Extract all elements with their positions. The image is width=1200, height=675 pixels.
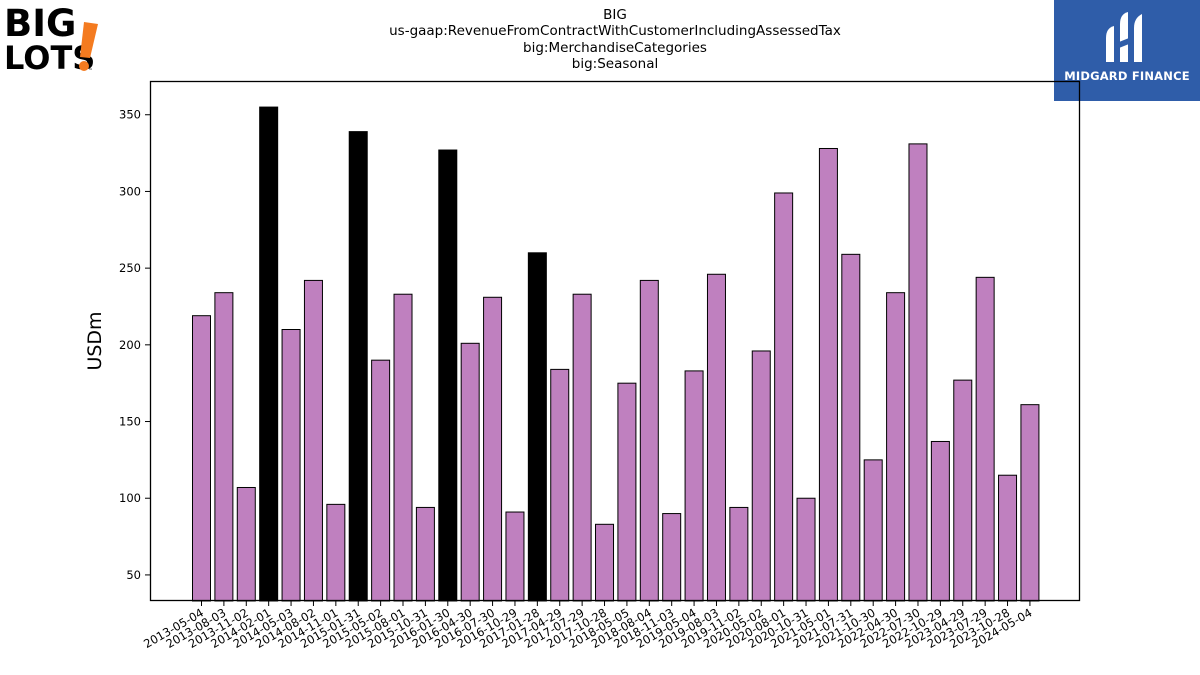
bar-2015-05-02 <box>371 359 391 602</box>
bar-2022-10-29 <box>930 440 950 602</box>
chart-title-member: big:Seasonal <box>571 55 659 72</box>
svg-text:LOTS: LOTS <box>4 39 95 77</box>
y-axis: 50 100 150 200 250 300 350 <box>119 108 150 582</box>
bar-2016-01-30 <box>438 149 458 602</box>
bar-2018-11-03 <box>662 513 682 602</box>
bar-2018-05-05 <box>617 382 637 602</box>
y-tick-label: 200 <box>119 338 141 352</box>
bar-2021-10-30 <box>863 459 883 602</box>
bar-2022-07-30 <box>908 143 928 602</box>
bar-2021-05-01 <box>818 147 838 602</box>
y-tick-label: 150 <box>119 415 141 429</box>
bar-2022-04-30 <box>886 292 906 602</box>
plot-frame <box>149 80 1081 602</box>
bar-2017-01-28 <box>527 252 547 602</box>
bar-2015-08-01 <box>393 293 413 602</box>
bar-2023-07-29 <box>975 276 995 602</box>
midgard-finance-logo: MIDGARD FINANCE <box>1054 0 1200 101</box>
big-lots-logo: BIG LOTS ™ <box>4 2 98 77</box>
bar-2019-08-03 <box>706 273 726 602</box>
y-tick-label: 50 <box>126 568 141 582</box>
bar-2013-05-04 <box>192 315 211 602</box>
svg-text:BIG: BIG <box>4 2 76 45</box>
bar-2015-01-31 <box>348 131 368 602</box>
chart-title-concept: us-gaap:RevenueFromContractWithCustomerI… <box>389 23 841 40</box>
svg-text:™: ™ <box>88 68 93 74</box>
chart-title-axis: big:MerchandiseCategories <box>523 39 707 56</box>
bar-2019-11-02 <box>729 506 749 602</box>
chart-title-ticker: BIG <box>603 7 627 23</box>
midgard-finance-wordmark: MIDGARD FINANCE <box>1064 69 1190 83</box>
midgard-emblem-icon <box>1106 12 1142 62</box>
y-tick-label: 250 <box>119 261 141 275</box>
bar-2017-10-28 <box>595 523 615 602</box>
bar-2019-05-04 <box>684 370 704 602</box>
bar-2014-08-02 <box>303 279 323 602</box>
y-tick-label: 300 <box>119 184 141 198</box>
x-axis: 2013-05-042013-08-032013-11-022014-02-01… <box>141 601 1034 651</box>
bar-2013-11-02 <box>236 486 256 602</box>
bar-2016-04-30 <box>460 342 480 602</box>
chart-titles: BIG us-gaap:RevenueFromContractWithCusto… <box>150 7 1080 72</box>
bar-2014-02-01 <box>259 106 279 602</box>
y-axis-title: USDm <box>84 311 106 370</box>
bar-2023-04-29 <box>953 379 973 602</box>
bar-2020-10-31 <box>796 497 816 602</box>
bars-layer <box>192 106 1040 602</box>
y-tick-label: 350 <box>119 108 141 122</box>
bar-2015-10-31 <box>415 506 435 602</box>
bar-2013-08-03 <box>214 292 234 602</box>
bar-2014-11-01 <box>326 503 346 602</box>
bar-2014-05-03 <box>281 329 301 602</box>
bar-2016-07-30 <box>483 296 503 602</box>
bar-2021-07-31 <box>841 253 861 602</box>
bar-2020-08-01 <box>774 192 794 602</box>
bar-2023-10-28 <box>998 474 1018 602</box>
bar-2016-10-29 <box>505 511 525 602</box>
bar-2018-08-04 <box>639 279 659 602</box>
y-tick-label: 100 <box>119 491 141 505</box>
bar-2017-07-29 <box>572 293 592 602</box>
bar-2024-05-04 <box>1020 404 1040 602</box>
bar-2017-04-29 <box>550 368 570 602</box>
bar-2020-05-02 <box>751 350 771 602</box>
